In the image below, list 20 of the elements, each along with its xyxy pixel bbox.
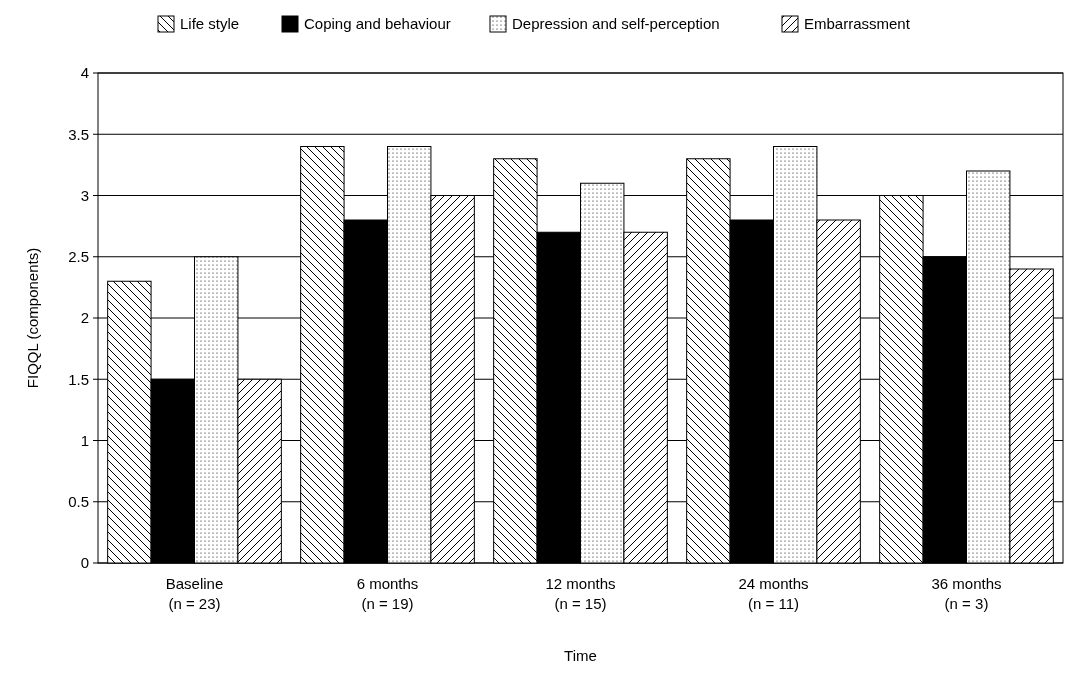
legend-label: Depression and self-perception xyxy=(512,15,720,32)
legend-label: Embarrassment xyxy=(804,15,911,32)
y-tick-label: 3.5 xyxy=(68,125,89,143)
x-tick-label: 24 months (n = 11) xyxy=(738,575,809,612)
legend-label: Life style xyxy=(180,15,240,32)
y-tick-label: 2 xyxy=(80,309,89,327)
y-tick-label: 0 xyxy=(80,554,89,572)
y-tick-label: 0.5 xyxy=(68,493,89,510)
y-tick-label: 4 xyxy=(80,64,89,82)
y-tick-label: 1 xyxy=(80,431,89,449)
x-tick-label: 6 months (n = 19) xyxy=(356,575,419,612)
y-tick-label: 3 xyxy=(80,186,89,204)
x-axis-title: Time xyxy=(564,647,597,664)
y-tick-label: 1.5 xyxy=(68,370,89,388)
x-tick-label: 36 months (n = 3) xyxy=(931,575,1002,612)
x-tick-label: 12 months (n = 15) xyxy=(545,575,616,612)
legend-label: Coping and behaviour xyxy=(304,15,451,32)
y-tick-label: 2.5 xyxy=(68,248,89,265)
x-tick-label: Baseline (n = 23) xyxy=(165,575,224,612)
y-axis-title: FIQQL (components) xyxy=(24,247,41,389)
